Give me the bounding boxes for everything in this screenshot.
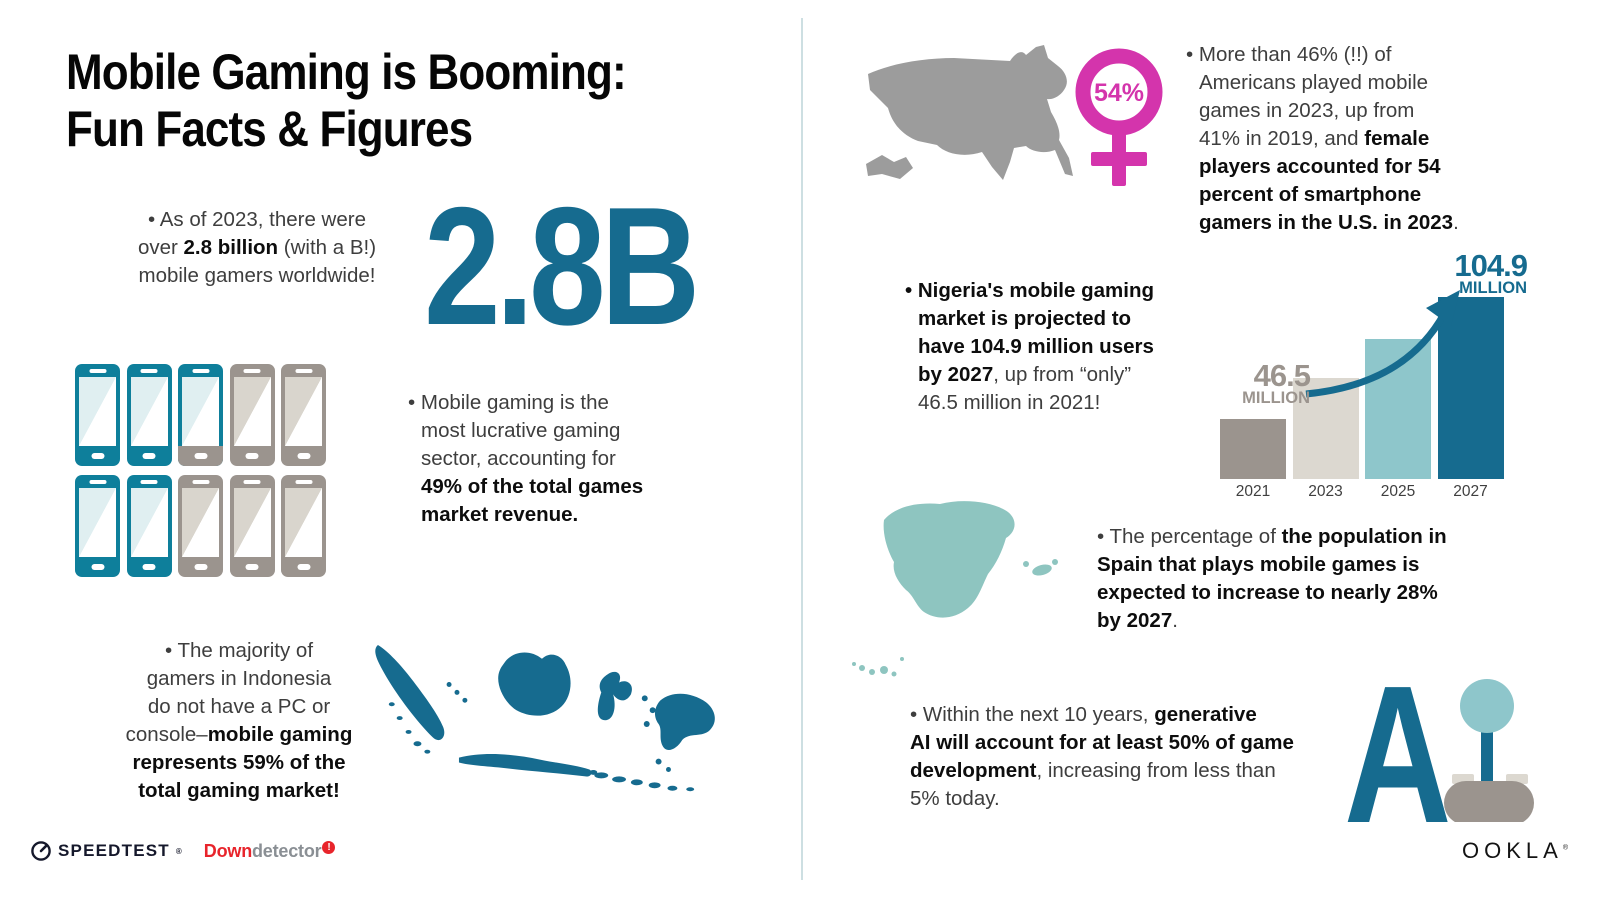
speedtest-gauge-icon bbox=[31, 841, 51, 861]
phone-speaker bbox=[89, 369, 106, 373]
phone-speaker bbox=[140, 480, 158, 484]
phone-screen bbox=[130, 488, 168, 557]
bar-chart-bars: 2021 2023 2025 2027 bbox=[1220, 248, 1532, 508]
phone-screen bbox=[79, 377, 116, 446]
page-title: Mobile Gaming is Booming: Fun Facts & Fi… bbox=[66, 44, 627, 157]
phone-chin bbox=[127, 446, 172, 466]
phone-screen bbox=[182, 377, 219, 446]
ookla-wordmark: OOKLA bbox=[1462, 838, 1563, 863]
footer-brand-row: SPEEDTEST ® Downdetector! bbox=[30, 840, 336, 862]
indonesia-map bbox=[375, 644, 715, 792]
downdetector-exclamation-badge: ! bbox=[322, 840, 336, 854]
ai-letter-a: A bbox=[1344, 645, 1452, 864]
phone-speaker bbox=[89, 480, 106, 484]
phone-icon bbox=[75, 364, 120, 466]
fact-indonesia: • The majority of gamers in Indonesia do… bbox=[125, 639, 353, 802]
x-tick-label: 2023 bbox=[1308, 483, 1343, 500]
phone-screen bbox=[182, 488, 219, 557]
chart-end-value-label: 104.9 MILLION bbox=[1454, 248, 1528, 297]
phone-chin bbox=[281, 446, 326, 466]
phone-icon bbox=[229, 364, 275, 466]
downdetector-logo: Downdetector! bbox=[203, 840, 336, 862]
chart-start-value-label: 46.5 MILLION bbox=[1242, 358, 1311, 407]
phone-icon bbox=[281, 475, 326, 577]
spain-map bbox=[852, 501, 1058, 677]
phone-home-button bbox=[245, 564, 259, 570]
phone-home-button bbox=[297, 564, 310, 570]
phone-chin bbox=[230, 446, 275, 466]
x-tick-label: 2027 bbox=[1453, 483, 1488, 500]
phone-chin bbox=[178, 446, 223, 466]
phone-chin bbox=[75, 557, 120, 577]
us-map bbox=[866, 45, 1073, 180]
phone-home-button bbox=[194, 564, 207, 570]
us-badge-percent: 54% bbox=[1094, 79, 1144, 107]
phone-chin bbox=[230, 557, 275, 577]
ookla-logo: OOKLA® bbox=[1462, 838, 1568, 864]
phone-screen bbox=[130, 377, 168, 446]
phone-screen bbox=[285, 488, 322, 557]
phone-home-button bbox=[142, 564, 156, 570]
female-symbol-icon: 54% bbox=[1075, 48, 1163, 186]
fact-us-players: • More than 46% (!!) of Americans played… bbox=[1186, 43, 1459, 234]
fact-revenue-share: • Mobile gaming is the most lucrative ga… bbox=[408, 391, 644, 526]
phone-home-button bbox=[142, 453, 156, 459]
phone-screen bbox=[233, 488, 271, 557]
phone-chin bbox=[178, 557, 223, 577]
phone-chin bbox=[75, 446, 120, 466]
phone-grid bbox=[75, 364, 326, 577]
downdetector-detector: detector bbox=[252, 840, 322, 861]
joystick-icon bbox=[1444, 679, 1534, 822]
bar-2025 bbox=[1365, 338, 1431, 479]
phone-speaker bbox=[192, 369, 209, 373]
big-stat-2-8b: 2.8B bbox=[424, 172, 700, 360]
phone-home-button bbox=[91, 564, 104, 570]
phone-icon bbox=[229, 475, 275, 577]
x-tick-label: 2021 bbox=[1235, 483, 1271, 500]
reg-mark: ® bbox=[175, 846, 182, 856]
phone-icon bbox=[281, 364, 326, 466]
phone-speaker bbox=[243, 480, 261, 484]
phone-speaker bbox=[295, 369, 312, 373]
ai-joystick-graphic: A bbox=[1338, 654, 1540, 853]
phone-home-button bbox=[91, 453, 104, 459]
speedtest-wordmark: SPEEDTEST bbox=[58, 841, 170, 860]
fact-generative-ai: • Within the next 10 years, generative A… bbox=[910, 703, 1294, 810]
phone-icon bbox=[178, 475, 223, 577]
speedtest-logo: SPEEDTEST ® bbox=[30, 840, 182, 862]
nigeria-users-bar-chart: 2021 2023 2025 2027 46.5 MILLION 104.9 MILL… bbox=[1220, 248, 1532, 508]
phone-speaker bbox=[295, 480, 312, 484]
phone-icon bbox=[178, 364, 223, 466]
phone-icon bbox=[126, 475, 172, 577]
fact-spain: • The percentage of the population in Sp… bbox=[1097, 525, 1447, 632]
phone-home-button bbox=[297, 453, 310, 459]
phone-speaker bbox=[243, 369, 261, 373]
phone-home-button bbox=[194, 453, 207, 459]
phone-icon bbox=[126, 364, 172, 466]
phone-screen bbox=[233, 377, 271, 446]
x-tick-label: 2025 bbox=[1380, 483, 1416, 500]
fact-nigeria: • Nigeria's mobile gaming market is proj… bbox=[905, 279, 1154, 414]
phone-chin bbox=[127, 557, 172, 577]
phone-screen bbox=[79, 488, 116, 557]
center-divider bbox=[801, 18, 803, 880]
phone-speaker bbox=[140, 369, 158, 373]
phone-home-button bbox=[245, 453, 259, 459]
phone-speaker bbox=[192, 480, 209, 484]
reg-mark: ® bbox=[1562, 844, 1568, 852]
bar-2021 bbox=[1220, 419, 1286, 479]
bar-2027 bbox=[1437, 297, 1504, 479]
fact-gamers-worldwide: • As of 2023, there were over 2.8 billio… bbox=[137, 208, 377, 287]
phone-icon bbox=[75, 475, 120, 577]
phone-chin bbox=[281, 557, 326, 577]
downdetector-down: Down bbox=[203, 840, 252, 861]
phone-screen bbox=[285, 377, 322, 446]
